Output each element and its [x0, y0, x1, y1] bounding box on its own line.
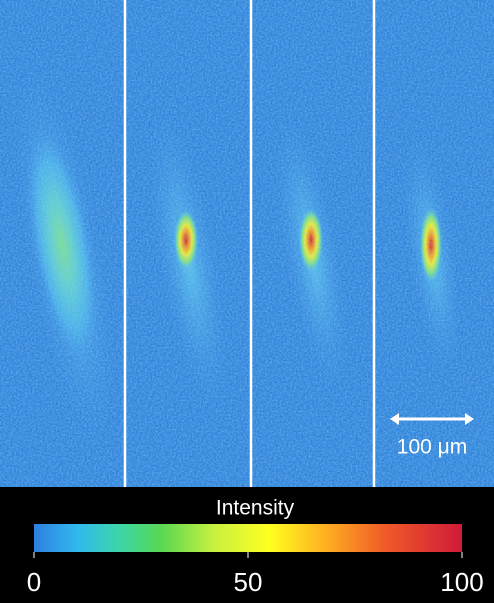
colorbar-tick-label: 0 — [27, 567, 41, 597]
colorbar-tick-label: 50 — [234, 567, 263, 597]
colorbar-ticks: 0 50 100 — [27, 552, 484, 597]
scale-bar: 100 μm — [390, 413, 474, 459]
scale-bar-label: 100 μm — [397, 436, 467, 459]
colorbar-title: Intensity — [216, 497, 295, 520]
panel-dividers — [123, 0, 376, 487]
colorbar-tick-label: 100 — [440, 567, 483, 597]
colorbar — [34, 524, 462, 552]
image-noise — [0, 0, 494, 487]
